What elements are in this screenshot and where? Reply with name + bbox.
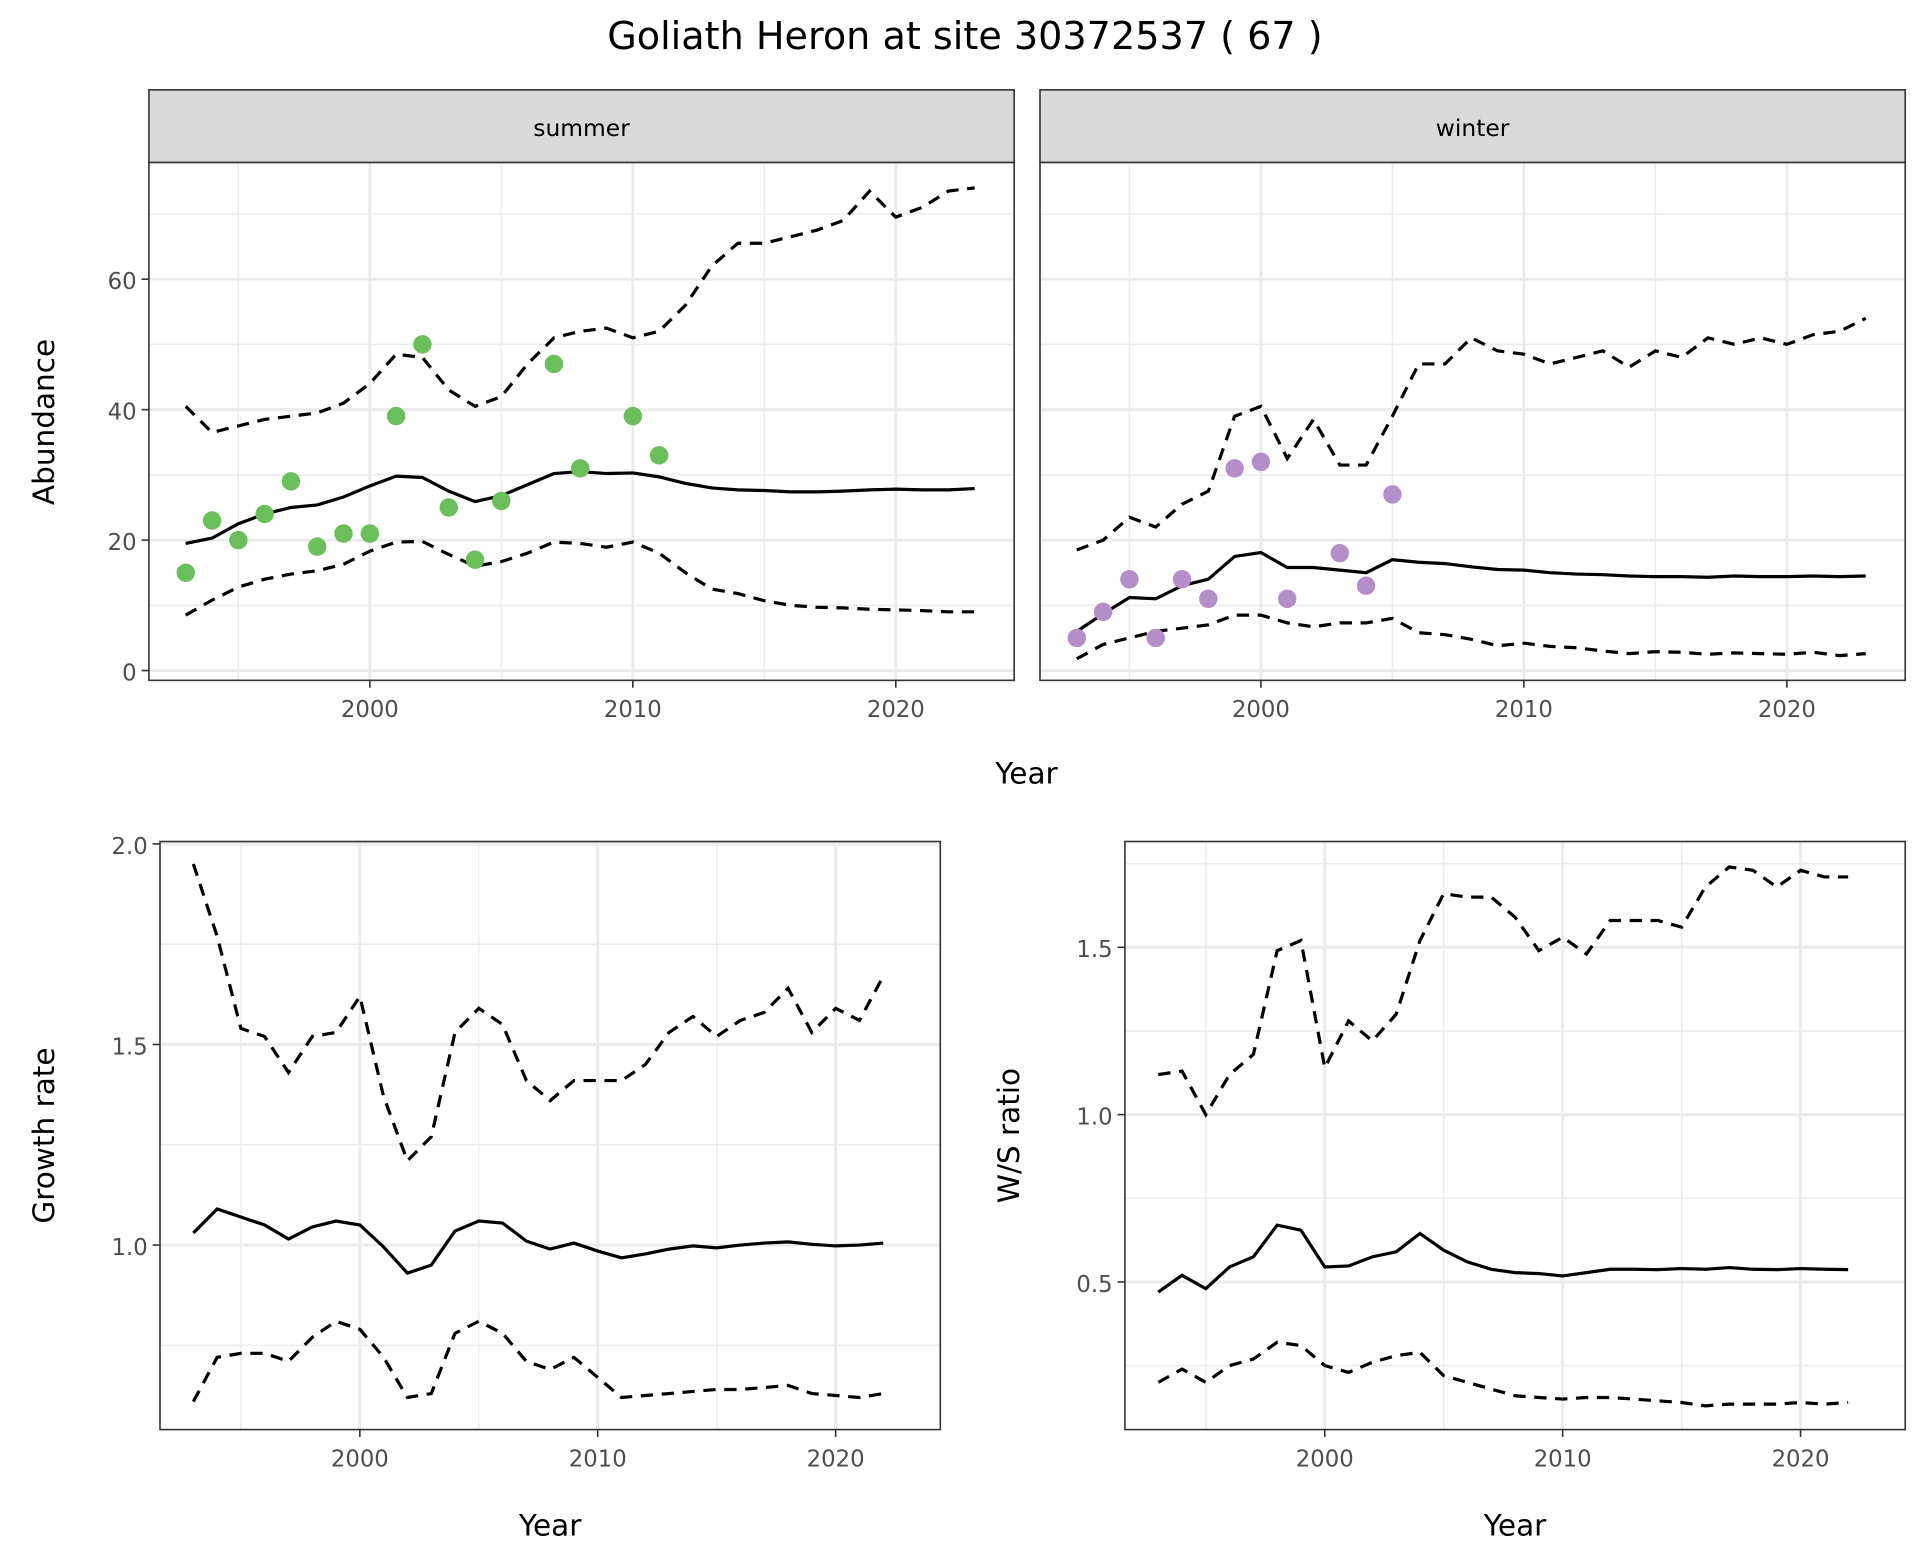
ws-x-axis-title: Year — [1483, 1508, 1547, 1542]
plot-background — [1124, 841, 1906, 1430]
data-point — [492, 491, 511, 511]
x-tick-label: 2010 — [1534, 1447, 1592, 1473]
y-tick-label: 20 — [108, 530, 137, 556]
y-tick-label: 40 — [108, 399, 137, 425]
x-tick-label: 2010 — [569, 1447, 627, 1473]
data-point — [308, 537, 327, 556]
x-tick-label: 2020 — [1758, 697, 1816, 723]
y-tick-label: 1.0 — [1076, 1104, 1112, 1130]
facet-strip-label: winter — [1436, 114, 1510, 142]
lower-bound-line — [191, 1319, 884, 1403]
x-tick-label: 2000 — [1232, 697, 1290, 723]
panel-winter: winter 2000 2010 2020 — [1039, 89, 1907, 723]
x-tick-label: 2010 — [1495, 697, 1553, 723]
panel-summer: summer 2000 2010 2020 0 20 40 60 — [108, 89, 1015, 723]
data-point — [255, 504, 274, 524]
data-point — [544, 354, 564, 374]
data-point — [649, 446, 669, 465]
lower-bound-line — [184, 539, 975, 617]
data-point — [570, 459, 590, 478]
facet-strip-label: summer — [533, 114, 630, 142]
growth-y-axis-title: Growth rate — [27, 1047, 61, 1223]
data-point — [1383, 485, 1402, 504]
x-tick-label: 2010 — [604, 697, 662, 723]
ws-y-axis-title: W/S ratio — [992, 1068, 1026, 1203]
upper-bound-line — [1076, 316, 1867, 552]
data-point — [176, 563, 195, 582]
top-y-axis-title: Abundance — [27, 339, 61, 505]
panel-border — [159, 840, 942, 1431]
data-point — [1172, 570, 1192, 589]
x-tick-label: 2020 — [867, 697, 925, 723]
data-point — [413, 335, 432, 354]
chart-title: Goliath Heron at site 30372537 ( 67 ) — [607, 14, 1322, 58]
y-tick-label: 1.0 — [111, 1235, 147, 1261]
growth-x-axis-title: Year — [518, 1508, 582, 1542]
data-point — [623, 406, 643, 426]
upper-bound-line — [191, 863, 885, 1164]
data-point — [1093, 602, 1113, 622]
data-point — [465, 550, 485, 569]
data-point — [281, 472, 301, 491]
upper-bound-line — [1158, 865, 1849, 1118]
data-point — [202, 511, 222, 530]
data-point — [1067, 628, 1087, 648]
y-tick-label: 2.0 — [111, 834, 147, 860]
y-tick-label: 0 — [122, 660, 136, 686]
data-point — [1330, 543, 1350, 563]
mean-line — [192, 1207, 884, 1275]
plot-background — [160, 841, 941, 1430]
panel-w-s-ratio: 2000 2010 2020 0.5 1.0 1.5 — [1076, 840, 1907, 1473]
plot-background — [1040, 162, 1906, 681]
plot-background — [148, 162, 1015, 681]
data-point — [1277, 589, 1297, 609]
mean-line — [1075, 550, 1866, 633]
x-tick-label: 2000 — [341, 697, 399, 723]
y-tick-label: 1.5 — [111, 1034, 147, 1060]
x-tick-label: 2020 — [807, 1447, 865, 1473]
y-tick-label: 0.5 — [1076, 1272, 1112, 1298]
data-point — [1251, 452, 1271, 472]
facet-strip — [148, 89, 1015, 164]
y-tick-label: 1.5 — [1076, 937, 1112, 963]
data-point — [1356, 576, 1376, 595]
data-point — [1146, 628, 1165, 648]
data-point — [229, 530, 248, 550]
data-point — [360, 524, 380, 543]
x-tick-label: 2000 — [331, 1447, 389, 1473]
data-point — [1120, 570, 1139, 589]
panel-border — [1124, 840, 1907, 1431]
x-tick-label: 2000 — [1296, 1447, 1354, 1473]
lower-bound-line — [1076, 613, 1866, 661]
x-tick-label: 2020 — [1772, 1447, 1830, 1473]
y-tick-label: 60 — [108, 269, 137, 295]
data-point — [386, 406, 406, 426]
mean-line — [1157, 1223, 1849, 1294]
data-point — [1225, 459, 1244, 478]
data-point — [1199, 589, 1218, 609]
lower-bound-line — [1157, 1340, 1849, 1408]
panel-growth-rate: 2000 2010 2020 1.0 1.5 2.0 — [111, 834, 942, 1473]
data-point — [334, 524, 353, 543]
top-x-axis-title: Year — [994, 757, 1058, 791]
facet-strip — [1039, 89, 1907, 164]
data-point — [439, 498, 458, 517]
